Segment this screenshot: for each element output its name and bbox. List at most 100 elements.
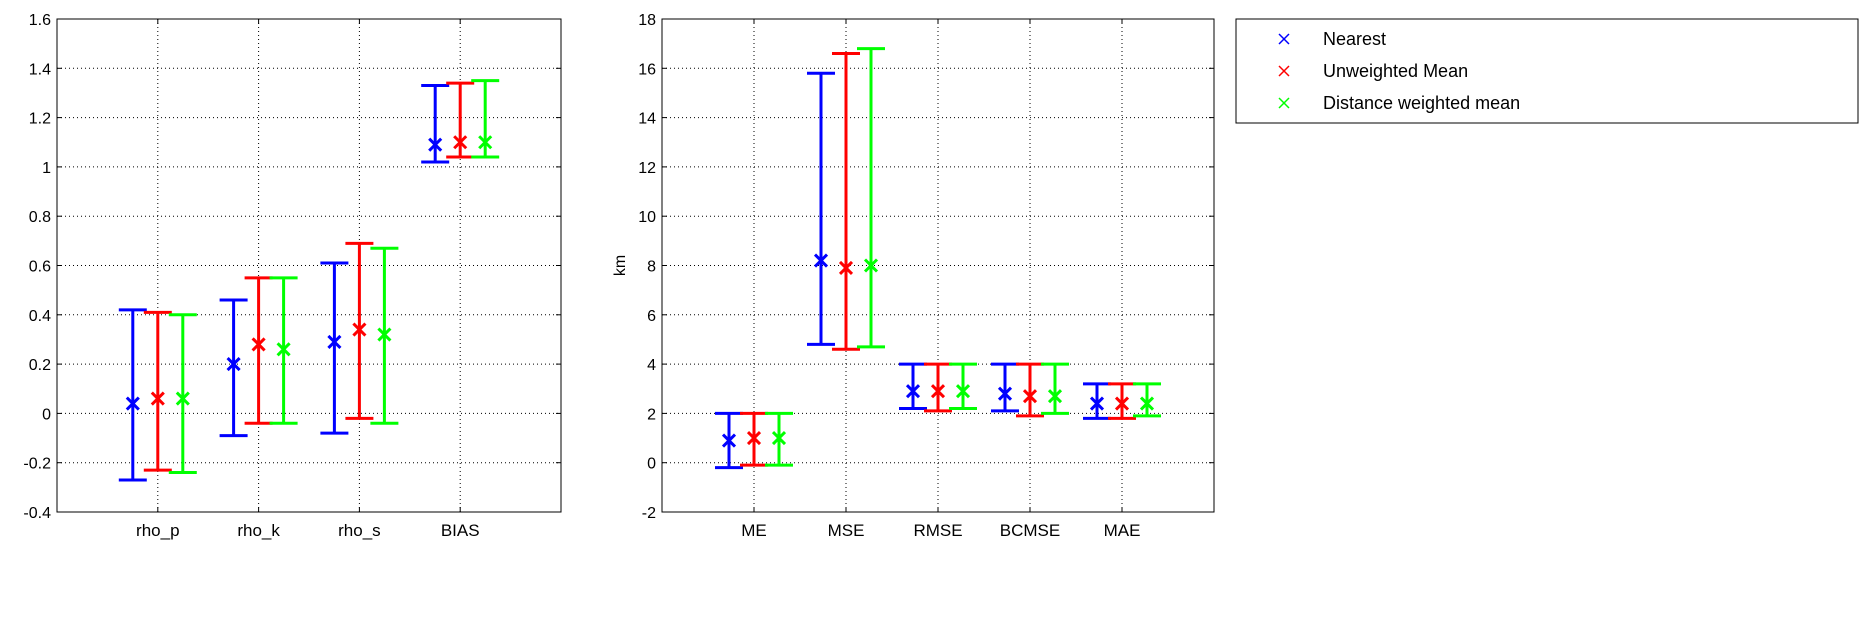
series-distance-weighted-mean	[168, 79, 500, 475]
data-point-marker	[1089, 396, 1105, 411]
error-bar	[1083, 382, 1111, 420]
x-tick-label: MAE	[1104, 521, 1141, 540]
y-tick-label: 0	[42, 406, 51, 423]
error-bar	[1041, 362, 1069, 415]
y-tick-label: 0.8	[29, 209, 51, 226]
data-point-marker	[1047, 389, 1063, 404]
y-tick-label: 0	[647, 456, 656, 473]
data-point-marker	[251, 337, 266, 352]
error-bar	[715, 411, 743, 470]
data-point-marker	[955, 384, 971, 399]
legend-label: Distance weighted mean	[1323, 93, 1520, 113]
error-bar	[949, 362, 977, 410]
error-bar	[1016, 362, 1044, 418]
data-point-marker	[428, 137, 443, 152]
error-bar	[924, 362, 952, 413]
error-bar	[991, 362, 1019, 413]
data-point-marker	[226, 357, 241, 372]
data-point-marker	[478, 135, 493, 150]
legend-entry: Unweighted Mean	[1278, 61, 1468, 81]
y-tick-label: 1	[42, 160, 51, 177]
series-distance-weighted-mean	[765, 47, 1161, 467]
y-tick-label: -0.4	[23, 505, 51, 522]
legend-box	[1235, 18, 1859, 124]
y-tick-label: 18	[638, 12, 656, 29]
data-point-marker	[377, 327, 392, 342]
error-bar	[1133, 382, 1161, 418]
legend-entry: Nearest	[1278, 29, 1386, 49]
grid	[662, 19, 1214, 512]
x-tick-label: rho_k	[237, 521, 280, 540]
error-bar	[832, 52, 860, 351]
series-unweighted-mean	[740, 52, 1136, 467]
y-tick-label: 6	[647, 308, 656, 325]
error-bar	[740, 411, 768, 467]
data-point-marker	[150, 391, 165, 406]
x-tick-label: MSE	[828, 521, 865, 540]
data-point-marker	[863, 258, 879, 273]
data-point-marker	[327, 334, 342, 349]
legend-entry: Distance weighted mean	[1278, 93, 1520, 113]
x-tick-label: BCMSE	[1000, 521, 1060, 540]
y-tick-label: 1.2	[29, 111, 51, 128]
y-tick-label: 1.4	[29, 61, 51, 78]
data-point-marker	[997, 386, 1013, 401]
data-point-marker	[771, 430, 787, 446]
legend-label: Nearest	[1323, 29, 1386, 49]
series-nearest	[715, 71, 1111, 470]
left-errorbar-chart: -0.4 -0.2 0 0.2 0.4 0.6 0.8 1 1.2 1.4 1.6 rho_p rho_…	[23, 12, 562, 540]
y-tick-label: 1.6	[29, 12, 51, 29]
y-tick-label: 12	[638, 160, 656, 177]
y-tick-label: 16	[638, 61, 656, 78]
y-tick-label: 8	[647, 259, 656, 276]
data-point-marker	[453, 135, 468, 150]
right-errorbar-chart: -2 0 2 4 6 8 10 12 14 16 18 ME MSE RMSE BCMSE MAE km	[612, 12, 1215, 540]
y-tick-label: 4	[647, 357, 656, 374]
data-point-marker	[175, 391, 190, 406]
series-nearest	[118, 84, 450, 482]
error-bar	[421, 84, 450, 164]
data-point-marker	[746, 430, 762, 446]
error-bar	[471, 79, 500, 159]
y-tick-label: 10	[638, 209, 656, 226]
data-point-marker	[1114, 396, 1130, 411]
error-bar	[269, 276, 298, 425]
legend-label: Unweighted Mean	[1323, 61, 1468, 81]
data-point-marker	[838, 260, 854, 276]
error-bar	[765, 411, 793, 467]
series-unweighted-mean	[143, 81, 475, 472]
error-bar	[219, 298, 248, 438]
y-tick-label: 0.4	[29, 308, 51, 325]
data-point-marker	[352, 322, 367, 337]
x-tick-label: BIAS	[441, 521, 480, 540]
error-bar	[244, 276, 273, 425]
error-bar	[168, 313, 197, 475]
legend: Nearest Unweighted Mean Distance weighted …	[1235, 18, 1859, 124]
error-bar	[345, 241, 374, 420]
data-point-marker	[276, 342, 291, 357]
y-tick-label: 0.2	[29, 357, 51, 374]
data-point-marker	[1139, 396, 1155, 411]
data-point-marker	[125, 396, 140, 411]
data-point-marker	[813, 253, 829, 268]
error-bar	[1108, 382, 1136, 420]
y-tick-label: -2	[642, 505, 656, 522]
y-tick-label: 2	[647, 406, 656, 423]
error-bar	[857, 47, 885, 349]
data-point-marker	[930, 384, 946, 399]
x-tick-label: rho_s	[338, 521, 381, 540]
x-tick-label: RMSE	[913, 521, 962, 540]
data-point-marker	[721, 433, 737, 448]
y-tick-label: 0.6	[29, 259, 51, 276]
y-tick-label: -0.2	[23, 456, 51, 473]
y-tick-label: 14	[638, 111, 656, 128]
error-bar	[807, 71, 835, 346]
error-bar	[370, 246, 399, 425]
error-bar	[446, 81, 475, 159]
data-point-marker	[905, 384, 921, 399]
x-tick-label: ME	[741, 521, 767, 540]
y-axis-label: km	[612, 255, 629, 276]
error-bar	[118, 308, 147, 482]
error-bar	[899, 362, 927, 410]
x-tick-label: rho_p	[136, 521, 179, 540]
